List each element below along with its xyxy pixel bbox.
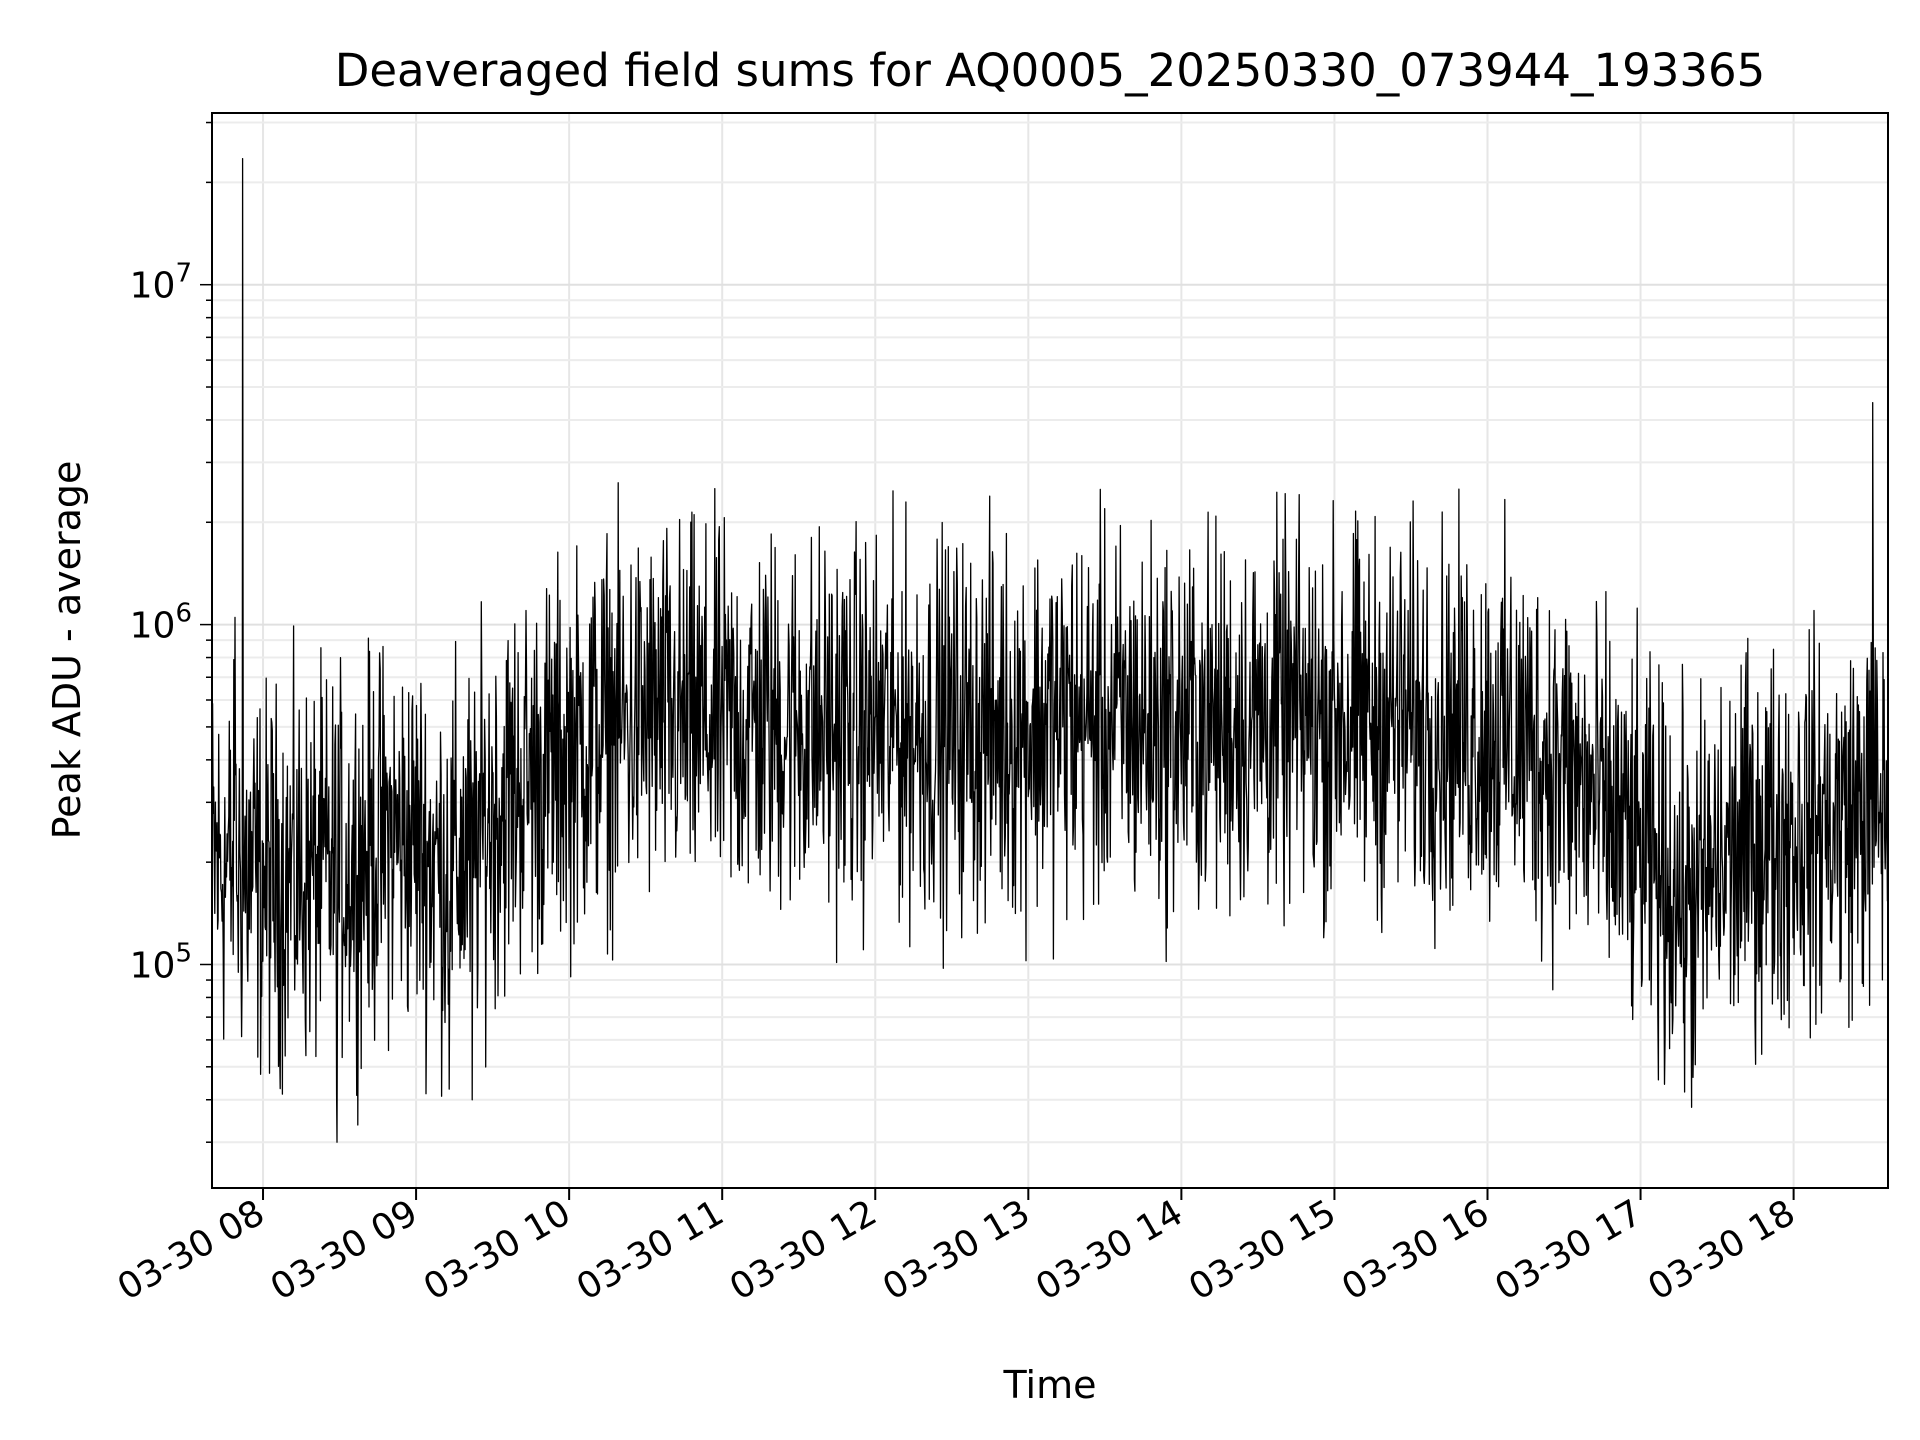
y-tick-label: 107 <box>130 259 192 307</box>
plot-frame <box>211 112 1889 1189</box>
y-axis-label: Peak ADU - average <box>45 461 89 840</box>
y-tick-label: 105 <box>130 938 192 986</box>
x-axis-label: Time <box>1003 1363 1097 1407</box>
y-tick-label: 106 <box>130 599 192 647</box>
series-line <box>211 157 1889 1143</box>
chart-title: Deaveraged field sums for AQ0005_2025033… <box>335 44 1766 97</box>
y-axis-ticks: 105 106 107 <box>130 121 212 1143</box>
series-group <box>211 157 1889 1143</box>
